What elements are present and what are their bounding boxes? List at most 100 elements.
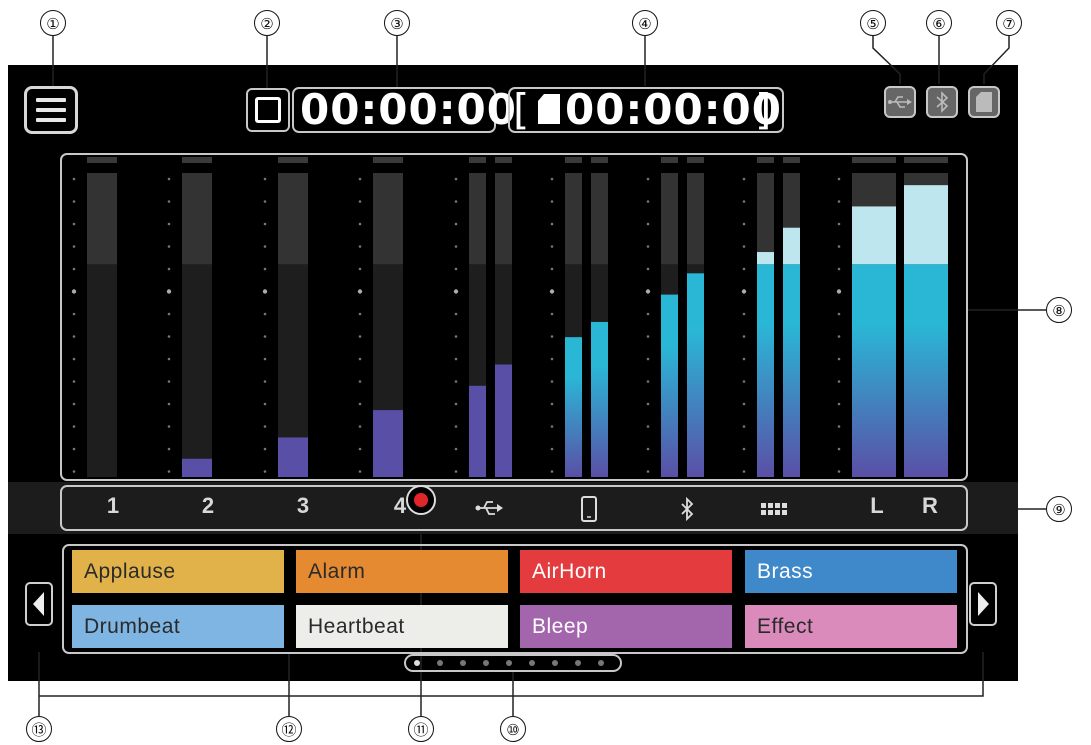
meter-scale-dot — [72, 335, 76, 338]
meter-scale-dot — [646, 267, 650, 271]
meter-scale-dot — [72, 177, 76, 181]
channel-label-4: 4 — [393, 493, 407, 518]
meter-scale-dot — [263, 200, 267, 203]
callout-8: ⑧ — [1046, 297, 1072, 323]
channel-label-3: 3 — [296, 493, 310, 518]
meter-level-bar — [591, 321, 608, 477]
meter-scale-dot — [837, 200, 841, 203]
meter-track-headroom — [182, 173, 212, 265]
meter-scale-dot — [741, 289, 747, 294]
meter-scale-dot — [167, 447, 171, 451]
meter-scale-dot — [742, 222, 746, 226]
pad-applause[interactable]: Applause — [72, 550, 284, 593]
meter-track-headroom — [495, 173, 512, 265]
meter-track-headroom — [661, 173, 678, 265]
pad-airhorn[interactable]: AirHorn — [520, 550, 732, 593]
meter-scale-dot — [263, 335, 267, 338]
pad-alarm[interactable]: Alarm — [296, 550, 508, 593]
meter-scale-dot — [646, 380, 650, 383]
bluetooth-channel-icon — [681, 496, 694, 522]
menu-button[interactable] — [24, 86, 78, 134]
meter-scale-dot — [72, 470, 76, 473]
meter-peak-hold — [757, 157, 774, 163]
bluetooth-status-icon — [926, 86, 958, 118]
next-page-button[interactable] — [969, 582, 997, 626]
meter-scale-dot — [645, 289, 651, 294]
remaining-time: 00:00:00 — [565, 85, 782, 134]
remaining-bracket-right: ] — [755, 85, 773, 134]
grid-icon — [761, 503, 787, 515]
meter-track-headroom — [565, 173, 582, 265]
meter-scale-dot — [837, 470, 841, 473]
meter-scale-dot — [646, 177, 650, 181]
meter-scale-dot — [550, 380, 554, 383]
meter-scale-dot — [167, 335, 171, 338]
meter-scale-dot — [71, 289, 77, 294]
meter-scale-dot — [837, 357, 841, 361]
meter-scale-dot — [263, 267, 267, 271]
meter-scale-dot — [263, 312, 267, 316]
callout-12: ⑫ — [276, 716, 302, 742]
pad-heartbeat[interactable]: Heartbeat — [296, 605, 508, 648]
callout-10: ⑩ — [500, 716, 526, 742]
meter-scale-dot — [742, 335, 746, 338]
level-meter-area — [60, 153, 968, 481]
callout-2: ② — [254, 10, 280, 36]
meter-scale-dot — [646, 402, 650, 406]
meter-scale-dot — [454, 200, 458, 203]
meter-scale-dot — [72, 402, 76, 406]
meter-scale-dot — [742, 312, 746, 316]
meter-peak-hold — [591, 157, 608, 163]
remaining-bracket-left: [ — [513, 85, 531, 134]
meter-scale-dot — [358, 222, 362, 226]
meter-scale-dot — [646, 222, 650, 226]
page-dot — [483, 660, 489, 666]
meter-scale-dot — [454, 470, 458, 473]
meter-scale-dot — [167, 312, 171, 316]
meter-scale-dot — [837, 425, 841, 428]
callout-4: ④ — [632, 10, 658, 36]
meter-scale-dot — [263, 222, 267, 226]
meter-scale-dot — [358, 357, 362, 361]
meter-scale-dot — [837, 267, 841, 271]
meter-track-headroom — [373, 173, 403, 265]
channel-label-l: L — [870, 493, 884, 518]
meter-scale-dot — [358, 447, 362, 451]
meter-peak-hold — [373, 157, 403, 163]
pad-brass[interactable]: Brass — [745, 550, 957, 593]
meter-scale-dot — [454, 402, 458, 406]
remaining-time-box — [508, 87, 784, 133]
previous-page-button[interactable] — [25, 582, 53, 626]
meter-scale-dot — [263, 425, 267, 428]
meter-scale-dot — [646, 447, 650, 451]
meter-peak-hold — [87, 157, 117, 163]
meter-scale-dot — [262, 289, 268, 294]
meter-scale-dot — [72, 357, 76, 361]
meter-scale-dot — [454, 380, 458, 383]
sd-card-icon — [538, 94, 560, 124]
meter-scale-dot — [263, 357, 267, 361]
page-dot — [460, 660, 466, 666]
meter-scale-dot — [263, 245, 267, 248]
meter-peak-hold — [278, 157, 308, 163]
meter-scale-dot — [837, 447, 841, 451]
page-dot — [414, 660, 420, 666]
page-dot — [529, 660, 535, 666]
menu-icon-line-2 — [36, 108, 66, 112]
meter-scale-dot — [550, 425, 554, 428]
callout-11: ⑪ — [408, 716, 434, 742]
callout-13: ⑬ — [26, 716, 52, 742]
meter-track-headroom — [469, 173, 486, 265]
callout-6: ⑥ — [926, 10, 952, 36]
meter-scale-dot — [358, 245, 362, 248]
meter-scale-dot — [454, 245, 458, 248]
meter-scale-dot — [454, 425, 458, 428]
callout-3: ③ — [384, 10, 410, 36]
pad-drumbeat[interactable]: Drumbeat — [72, 605, 284, 648]
pad-bleep[interactable]: Bleep — [520, 605, 732, 648]
pad-effect[interactable]: Effect — [745, 605, 957, 648]
meter-level-bar — [904, 264, 948, 477]
meter-scale-dot — [167, 177, 171, 181]
meter-scale-dot — [742, 357, 746, 361]
meter-scale-dot — [167, 245, 171, 248]
